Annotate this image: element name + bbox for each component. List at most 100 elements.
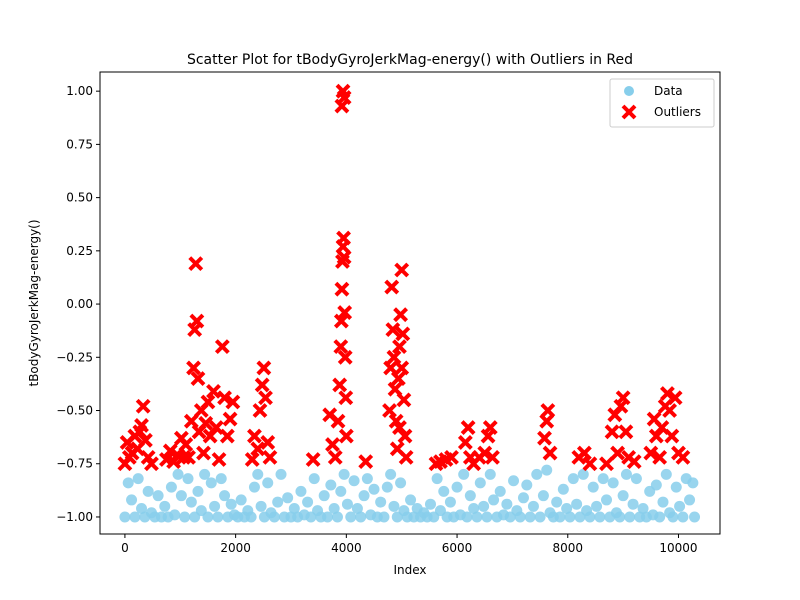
y-tick-label: 1.00 [66,84,93,98]
outlier-point [385,322,401,338]
outlier-point [327,449,343,465]
outlier-point [254,377,270,393]
outlier-point [386,349,402,365]
outlier-point [358,454,374,470]
data-point [587,481,599,493]
data-point [577,468,589,480]
outlier-point [250,441,266,457]
data-point [182,473,194,485]
outlier-point [336,230,351,246]
x-tick-label: 10000 [659,541,697,555]
outlier-point [214,339,230,355]
data-point [351,502,363,514]
plot-area [117,83,701,523]
outlier-point [258,390,273,406]
data-point [670,481,682,493]
axes: 0 2000 4000 6000 8000 10000 −1.00 −0.75 −0.50 −0.… [56,84,697,555]
data-point [627,498,639,510]
data-point [126,494,138,506]
outlier-point [189,313,205,329]
outlier-point [610,445,626,461]
data-point [368,483,380,495]
data-point [341,498,353,510]
axes-frame [99,71,721,535]
data-point [677,511,689,523]
data-point [358,490,370,502]
y-axis-label: tBodyGyroJerkMag-energy() [27,219,41,386]
data-point [385,468,397,480]
outlier-point [211,452,227,467]
data-point [551,496,563,508]
data-point [508,475,520,487]
data-point [245,511,257,523]
data-point [424,498,436,510]
outlier-point [186,360,201,376]
data-point [584,511,596,523]
outlier-point [618,424,634,440]
outlier-point [337,349,353,365]
legend-outliers-label: Outliers [654,105,701,119]
data-point [474,477,486,489]
outlier-point [190,371,206,386]
outlier-point [382,403,397,418]
outlier-point [181,449,196,465]
data-point [591,500,603,512]
outlier-point [397,428,413,444]
x-tick-label: 8000 [552,541,583,555]
outlier-point [338,390,354,406]
y-tick-label: −0.50 [56,404,93,418]
outlier-point [333,339,349,355]
data-point [152,490,164,502]
data-point [175,490,187,502]
data-point [345,511,357,523]
outlier-point [338,428,354,444]
data-point [601,494,613,506]
outlier-point [542,445,558,461]
data-point [255,500,267,512]
outlier-point [392,339,407,355]
data-point [159,500,171,512]
data-point [209,500,221,512]
data-point [252,468,264,480]
data-point [521,479,533,491]
data-point [219,490,231,502]
outlier-point [225,394,241,410]
data-point [617,490,629,502]
data-point [674,500,686,512]
outlier-point [390,371,406,386]
data-point [322,511,334,523]
outlier-point [305,452,321,467]
data-point [667,511,679,523]
x-tick-label: 4000 [331,541,362,555]
outlier-point [188,256,204,272]
data-point [481,511,493,523]
outlier-point [394,262,410,278]
data-point [375,496,387,508]
data-point [405,494,417,506]
outlier-point [244,452,260,467]
data-point [262,477,274,489]
outlier-point [393,307,409,323]
outlier-point [217,390,232,406]
outlier-point [652,449,668,465]
data-point [275,468,287,480]
data-point [630,473,642,485]
data-point [215,473,227,485]
data-point [517,492,529,504]
data-point [657,496,669,508]
data-point [689,511,701,523]
outlier-point [394,360,410,376]
outlier-point [615,390,631,406]
data-point [488,494,500,506]
outlier-point [537,430,552,446]
data-point [654,511,666,523]
outlier-point [395,326,411,342]
outlier-point [198,415,214,431]
data-point [431,473,443,485]
outlier-point [396,392,412,408]
data-point [355,511,367,523]
data-point [594,511,606,523]
outlier-point [457,435,473,450]
data-point [494,485,506,497]
